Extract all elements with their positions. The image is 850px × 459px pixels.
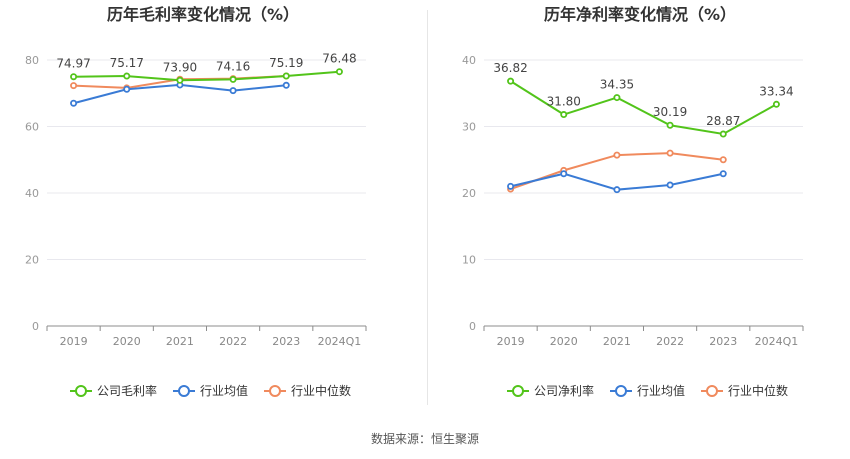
- data-point-0-1-3: [229, 87, 237, 95]
- legend-marker-0-0: [75, 385, 87, 397]
- data-point-1-2-2: [613, 151, 621, 159]
- x-tick-label-0-0: 2019: [60, 335, 88, 348]
- x-tick-label-1-3: 2022: [656, 335, 684, 348]
- data-label-0-4: 75.19: [269, 56, 303, 70]
- y-tick-0-80: 80: [25, 54, 39, 67]
- legend-label-0-1: 行业均值: [200, 383, 248, 398]
- y-tick-1-0: 0: [469, 320, 476, 333]
- data-label-1-3: 30.19: [653, 105, 687, 119]
- data-point-1-1-4: [719, 170, 727, 178]
- data-point-1-0-5: [772, 100, 780, 108]
- data-point-1-1-3: [666, 181, 674, 189]
- x-tick-label-0-3: 2022: [219, 335, 247, 348]
- data-point-1-0-3: [666, 121, 674, 129]
- y-tick-1-10: 10: [462, 254, 476, 267]
- legend-label-1-1: 行业均值: [637, 383, 685, 398]
- panel-divider: [427, 10, 428, 405]
- data-point-0-0-4: [282, 72, 290, 80]
- x-tick-label-0-4: 2023: [272, 335, 300, 348]
- x-tick-label-1-2: 2021: [603, 335, 631, 348]
- data-point-1-1-2: [613, 186, 621, 194]
- chart-title-1: 历年净利率变化情况（%）: [544, 5, 736, 24]
- x-tick-label-0-5: 2024Q1: [318, 335, 362, 348]
- data-point-1-1-1: [560, 170, 568, 178]
- data-label-1-4: 28.87: [706, 114, 740, 128]
- data-point-0-0-5: [335, 68, 343, 76]
- y-tick-0-20: 20: [25, 254, 39, 267]
- data-label-0-0: 74.97: [56, 57, 90, 71]
- data-point-1-0-4: [719, 130, 727, 138]
- data-point-0-0-0: [70, 73, 78, 81]
- data-point-1-2-4: [719, 156, 727, 164]
- data-point-0-0-2: [176, 76, 184, 84]
- y-tick-0-60: 60: [25, 121, 39, 134]
- chart-title-0: 历年毛利率变化情况（%）: [107, 5, 299, 24]
- x-tick-label-0-1: 2020: [113, 335, 141, 348]
- data-point-1-0-1: [560, 111, 568, 119]
- data-point-0-1-0: [70, 99, 78, 107]
- x-tick-label-1-0: 2019: [497, 335, 525, 348]
- data-label-0-5: 76.48: [322, 52, 356, 66]
- data-point-1-0-2: [613, 94, 621, 102]
- data-label-0-3: 74.16: [216, 59, 250, 73]
- data-label-0-1: 75.17: [110, 56, 144, 70]
- x-tick-label-1-5: 2024Q1: [755, 335, 799, 348]
- x-tick-label-0-2: 2021: [166, 335, 194, 348]
- data-source-note: 数据来源：恒生聚源: [370, 432, 479, 446]
- data-point-0-1-1: [123, 85, 131, 93]
- data-point-1-2-3: [666, 149, 674, 157]
- legend-label-1-0: 公司净利率: [534, 383, 594, 398]
- y-tick-1-30: 30: [462, 121, 476, 134]
- data-point-0-2-0: [70, 82, 78, 90]
- data-point-0-0-1: [123, 72, 131, 80]
- x-tick-label-1-1: 2020: [550, 335, 578, 348]
- legend-marker-1-0: [512, 385, 524, 397]
- legend-marker-1-2: [706, 385, 718, 397]
- data-point-0-1-4: [282, 81, 290, 89]
- data-point-0-0-3: [229, 75, 237, 83]
- legend-label-0-2: 行业中位数: [291, 383, 351, 398]
- y-tick-0-0: 0: [32, 320, 39, 333]
- legend-label-1-2: 行业中位数: [728, 383, 788, 398]
- y-tick-1-20: 20: [462, 187, 476, 200]
- data-label-1-5: 33.34: [759, 84, 793, 98]
- legend-marker-0-1: [178, 385, 190, 397]
- data-label-1-1: 31.80: [547, 95, 581, 109]
- legend-label-0-0: 公司毛利率: [97, 383, 157, 398]
- data-label-1-0: 36.82: [493, 61, 527, 75]
- data-point-1-0-0: [507, 77, 515, 85]
- x-tick-label-1-4: 2023: [709, 335, 737, 348]
- series-line-1-0: [510, 80, 777, 136]
- legend-marker-1-1: [615, 385, 627, 397]
- data-point-1-1-0: [507, 182, 515, 190]
- y-tick-1-40: 40: [462, 54, 476, 67]
- y-tick-0-40: 40: [25, 187, 39, 200]
- series-line-0-0: [73, 70, 340, 82]
- data-label-1-2: 34.35: [600, 78, 634, 92]
- legend-marker-0-2: [269, 385, 281, 397]
- data-label-0-2: 73.90: [163, 60, 197, 74]
